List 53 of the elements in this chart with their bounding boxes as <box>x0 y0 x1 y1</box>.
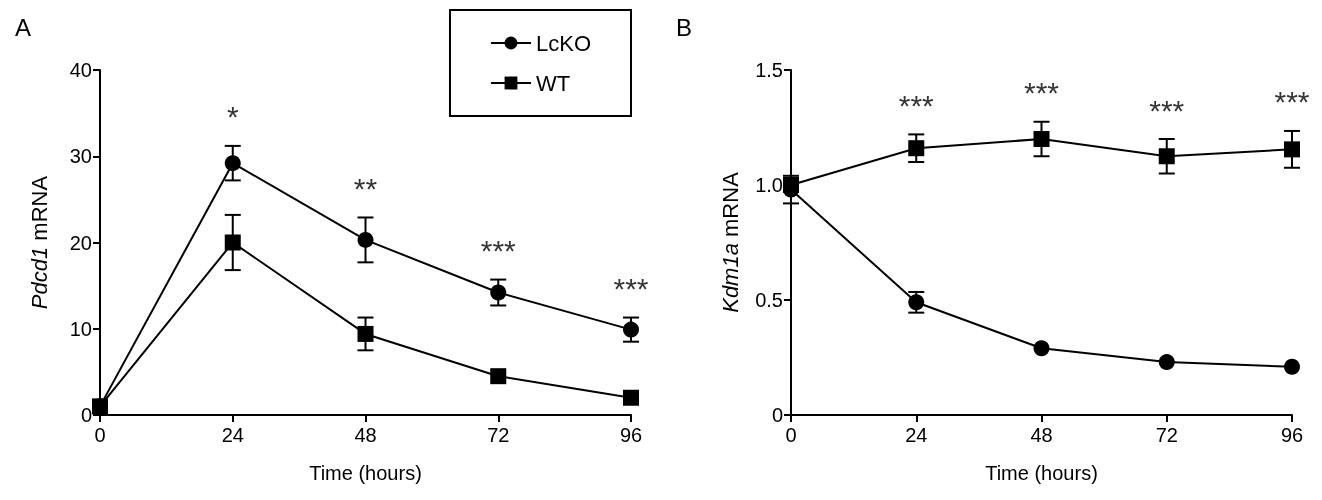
x-tick-label: 72 <box>1155 424 1178 446</box>
x-tick-label: 0 <box>785 424 797 446</box>
point <box>224 234 241 251</box>
y-tick-label: 30 <box>69 145 92 168</box>
point <box>490 368 507 385</box>
point <box>1158 148 1175 165</box>
y-tick-label: 0 <box>80 404 92 426</box>
annotation: *** <box>898 88 935 122</box>
legend-label: WT <box>535 70 571 96</box>
annotation: *** <box>613 272 649 306</box>
y-tick-label: 10 <box>69 317 92 340</box>
y-tick-label: 20 <box>69 231 92 254</box>
point <box>92 398 108 415</box>
chart-title: B <box>676 13 693 41</box>
legend-label: LcKO <box>535 30 592 56</box>
y-tick-label: 0.5 <box>755 289 783 311</box>
annotation: *** <box>1274 85 1310 119</box>
annotation: *** <box>1023 76 1060 110</box>
point <box>357 231 374 248</box>
y-axis-title: Kdm1a mRNA <box>717 171 743 313</box>
x-tick-label: 0 <box>94 424 106 446</box>
chart-title: A <box>15 13 32 41</box>
point <box>1033 340 1050 357</box>
x-tick-label: 48 <box>1030 424 1053 446</box>
x-tick-label: 96 <box>619 424 643 446</box>
annotation: ** <box>353 171 378 205</box>
annotation: *** <box>1149 93 1185 127</box>
y-tick-label: 1.5 <box>755 59 783 81</box>
annotation: * <box>226 100 239 134</box>
point <box>224 155 241 172</box>
point <box>623 321 639 338</box>
y-tick-label: 0 <box>771 404 783 426</box>
y-axis-title: Pdcd1 mRNA <box>26 175 52 310</box>
point <box>1158 354 1175 371</box>
x-tick-label: 48 <box>354 424 377 446</box>
x-tick-label: 72 <box>487 424 510 446</box>
x-axis-title: Time (hours) <box>309 462 422 484</box>
point <box>1033 131 1050 147</box>
x-tick-label: 96 <box>1280 424 1304 446</box>
y-tick-label: 1.0 <box>755 174 783 196</box>
annotation: *** <box>480 234 517 268</box>
x-tick-label: 24 <box>221 424 244 446</box>
x-tick-label: 24 <box>905 424 928 446</box>
point <box>1284 141 1300 158</box>
point <box>908 140 925 157</box>
point <box>623 389 639 406</box>
point <box>1284 358 1300 375</box>
point <box>490 284 507 301</box>
point <box>357 325 374 342</box>
y-tick-label: 40 <box>69 59 92 81</box>
point <box>783 177 799 193</box>
x-axis-title: Time (hours) <box>985 462 1098 484</box>
point <box>908 294 925 311</box>
